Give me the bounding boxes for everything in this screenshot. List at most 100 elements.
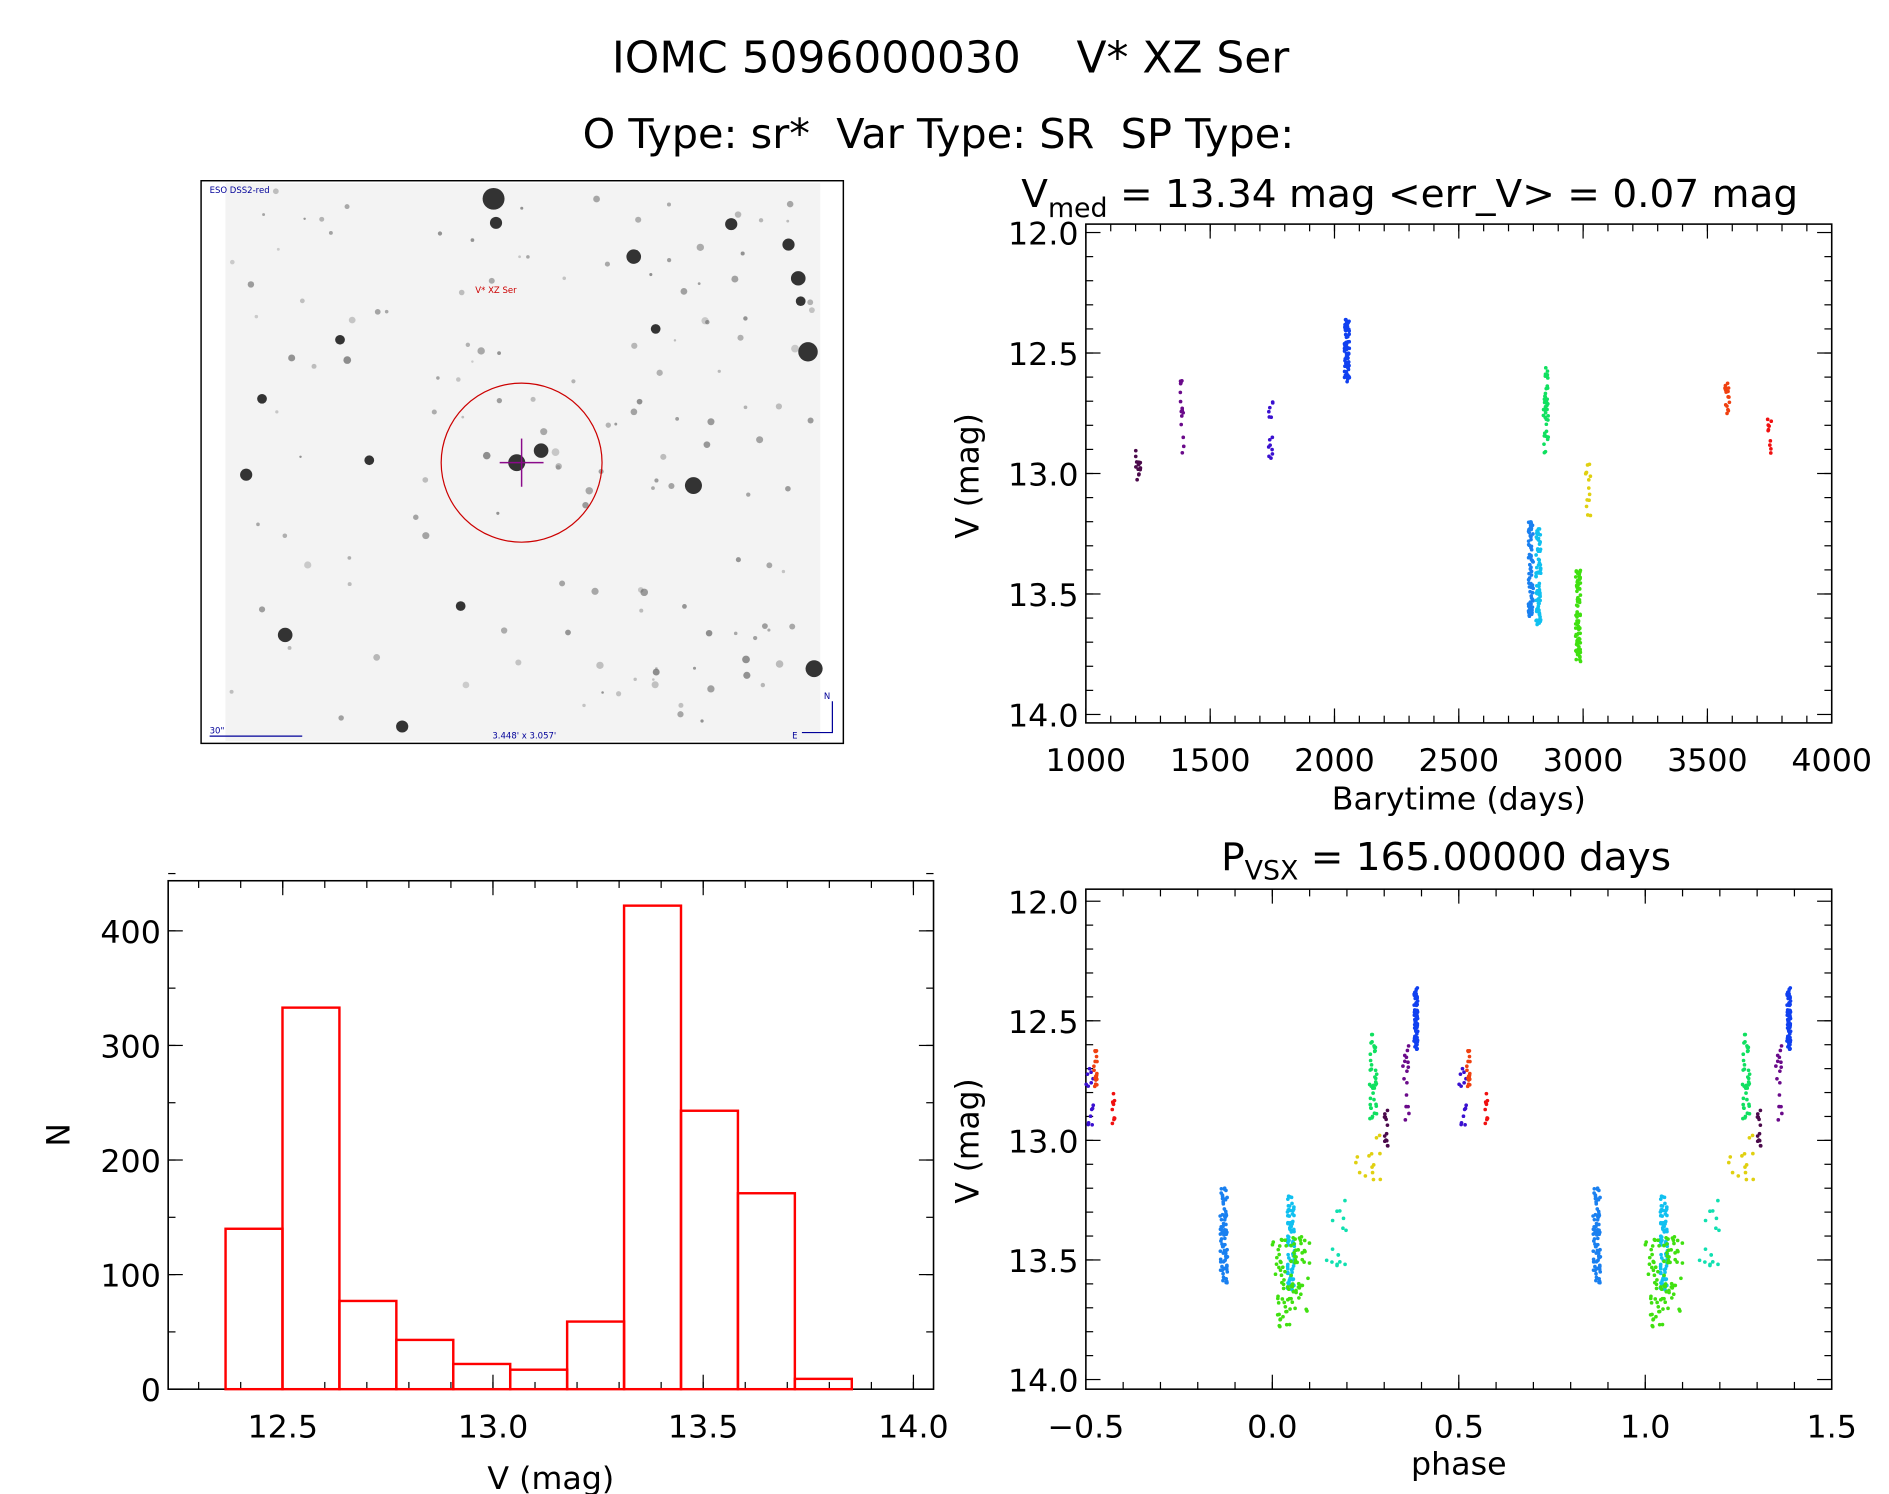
lightcurve-point [1529,553,1533,558]
lightcurve-point [1136,460,1141,464]
phased-point [1290,1212,1295,1216]
phased-point [1286,1221,1290,1226]
lightcurve-point [1346,367,1351,372]
phased-point [1220,1242,1224,1246]
phased-point [1785,1038,1790,1043]
phased-point [1459,1120,1464,1125]
star [637,587,644,593]
phased-point [1280,1265,1285,1270]
lightcurve-point [1270,447,1274,452]
star [319,216,325,222]
phased-point [1090,1106,1095,1111]
lightcurve-point [1180,406,1185,411]
target-circle [440,382,603,543]
phased-point [1378,1177,1383,1182]
phased-point [1673,1251,1677,1255]
phased-point [1382,1134,1387,1138]
star [258,606,266,613]
phased-point [1290,1282,1295,1286]
lightcurve-point [1585,513,1590,517]
phased-point [1302,1238,1307,1243]
lightcurve-point [1575,597,1580,602]
phased-point [1647,1262,1652,1266]
phased-point [1385,1123,1390,1127]
phased-point [1218,1268,1223,1272]
phased-point [1468,1059,1472,1064]
phased-point [1744,1091,1748,1095]
lightcurve-title: Vmed = 13.34 mag <err_V> = 0.07 mag [1021,172,1798,223]
phased-point [1656,1304,1661,1309]
phased-point [1592,1217,1597,1222]
lightcurve-point [1575,578,1580,583]
phased-point [1663,1282,1668,1286]
star [673,339,677,342]
lightcurve-point [1587,498,1591,503]
phased-point [1742,1084,1746,1088]
phased-point [1658,1221,1663,1226]
star [461,415,465,419]
star [477,347,485,355]
phased-point [1405,1069,1409,1073]
phased-point [1740,1154,1744,1158]
phased-point [1385,1143,1390,1148]
lightcurve-point [1342,375,1347,380]
phased-xlabel: phase [1411,1447,1507,1483]
phased-point [1281,1286,1286,1291]
lightcurve-point [1577,586,1582,591]
phased-point [1598,1195,1602,1200]
lightcurve-point [1536,527,1541,531]
phased-point [1286,1252,1290,1257]
phased-point [1741,1102,1746,1107]
phased-point [1222,1187,1227,1192]
star [338,715,344,721]
phased-point [1377,1133,1382,1138]
phased-ytick-label: 12.5 [1008,1005,1079,1041]
phased-point [1775,1059,1780,1064]
phased-point [1374,1111,1379,1116]
phased-point [1650,1244,1655,1248]
star [347,582,352,587]
phased-point [1652,1273,1657,1278]
phased-point [1716,1262,1720,1267]
lightcurve-point [1587,492,1592,497]
phased-point [1330,1247,1335,1251]
phased-point [1414,1028,1419,1033]
phased-point [1649,1301,1654,1305]
star [596,661,604,669]
lightcurve-point [1543,366,1548,370]
lightcurve-point [1575,620,1580,625]
lightcurve-point [1543,372,1548,377]
phased-point [1669,1281,1674,1286]
phased-point [1785,1013,1790,1018]
lightcurve-point [1529,526,1534,531]
star [725,218,738,231]
phased-point [1730,1170,1735,1175]
star [303,217,306,220]
phased-point [1592,1186,1597,1191]
survey-label: ESO DSS2-red [210,185,270,195]
phased-point [1703,1247,1708,1251]
phased-point [1775,1076,1779,1081]
phased-point [1330,1260,1334,1264]
lightcurve-point [1534,609,1539,614]
phased-point [1299,1241,1303,1246]
star [781,569,786,574]
star [775,403,783,410]
phased-point [1402,1076,1406,1081]
star [808,307,815,314]
star [649,273,653,277]
phased-point [1343,1262,1347,1267]
lightcurve-point [1178,399,1183,404]
phased-point [1278,1317,1282,1322]
phased-point [1289,1195,1294,1200]
phased-point [1288,1307,1292,1311]
phased-point [1595,1266,1599,1271]
lightcurve-point [1538,598,1542,603]
histogram-ytick-label: 200 [100,1144,160,1180]
phased-point [1370,1170,1375,1175]
phased-point [1758,1143,1763,1148]
star [384,309,389,314]
lightcurve-point [1546,435,1551,439]
phased-point [1664,1227,1669,1232]
phased-point [1676,1249,1680,1254]
